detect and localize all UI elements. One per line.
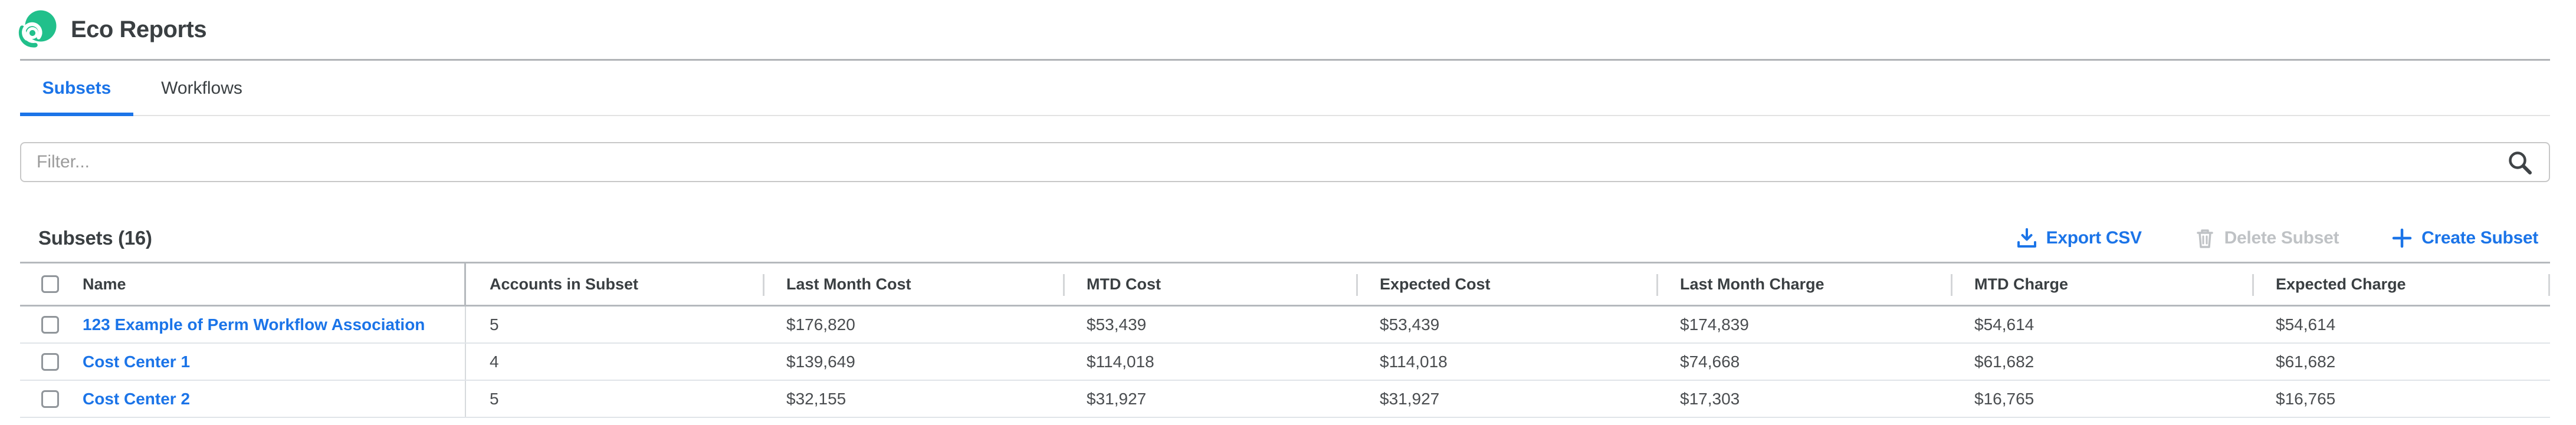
last-month-cost-cell: $139,649	[786, 352, 855, 371]
header-cell-name: Name	[20, 263, 466, 305]
create-subset-button[interactable]: Create Subset	[2391, 227, 2538, 249]
expected-cost-cell: $53,439	[1380, 315, 1440, 334]
tab-subsets-label: Subsets	[42, 78, 111, 98]
mtd-cost-cell: $53,439	[1087, 315, 1147, 334]
table-header-row: Name Accounts in Subset Last Month Cost …	[20, 263, 2550, 307]
export-csv-button[interactable]: Export CSV	[2016, 227, 2142, 249]
toolbar-actions: Export CSV Delete Subset Create Subset	[2016, 227, 2538, 249]
row-checkbox[interactable]	[41, 352, 59, 371]
row-name-cell: Cost Center 1	[20, 344, 466, 380]
mtd-charge-cell: $16,765	[1974, 389, 2034, 408]
tabbar-divider	[20, 115, 2550, 116]
subset-name-link[interactable]: Cost Center 2	[83, 389, 191, 408]
mtd-cost-cell: $114,018	[1087, 352, 1154, 371]
last-month-cost-cell: $176,820	[786, 315, 855, 334]
expected-cost-cell: $114,018	[1380, 352, 1448, 371]
last-month-charge-cell: $17,303	[1680, 389, 1740, 408]
header-cell-last-month-charge: Last Month Charge	[1656, 263, 1951, 305]
page-title: Eco Reports	[71, 16, 207, 42]
subset-name-link[interactable]: Cost Center 1	[83, 352, 191, 371]
last-month-charge-cell: $74,668	[1680, 352, 1740, 371]
densify-logo-icon	[14, 9, 61, 50]
filter-input[interactable]	[20, 142, 2550, 182]
plus-icon	[2392, 228, 2412, 248]
tab-subsets[interactable]: Subsets	[20, 61, 133, 116]
expected-cost-cell: $31,927	[1380, 389, 1440, 408]
filter-bar	[20, 142, 2550, 182]
last-month-cost-cell: $32,155	[786, 389, 846, 408]
delete-subset-button[interactable]: Delete Subset	[2194, 227, 2339, 249]
header-cell-last-month-cost: Last Month Cost	[763, 263, 1063, 305]
table-row[interactable]: 123 Example of Perm Workflow Association…	[20, 307, 2550, 344]
header-divider	[20, 59, 2550, 61]
export-csv-label: Export CSV	[2046, 228, 2142, 248]
mtd-charge-cell: $61,682	[1974, 352, 2034, 371]
tab-workflows[interactable]: Workflows	[145, 61, 258, 116]
trash-icon	[2196, 229, 2213, 248]
mtd-charge-cell: $54,614	[1974, 315, 2034, 334]
accounts-cell: 4	[490, 352, 499, 371]
last-month-charge-cell: $174,839	[1680, 315, 1749, 334]
header-cell-expected-charge: Expected Charge	[2252, 263, 2550, 305]
row-name-cell: 123 Example of Perm Workflow Association	[20, 307, 466, 342]
subsets-count-heading: Subsets (16)	[38, 227, 152, 249]
table-row[interactable]: Cost Center 1 4 $139,649 $114,018 $114,0…	[20, 344, 2550, 381]
create-subset-label: Create Subset	[2421, 228, 2538, 248]
accounts-cell: 5	[490, 389, 499, 408]
tabbar: Subsets Workflows	[0, 61, 2576, 116]
table-row[interactable]: Cost Center 2 5 $32,155 $31,927 $31,927 …	[20, 381, 2550, 418]
app-header: Eco Reports	[0, 0, 2576, 59]
column-header-label: Name	[83, 275, 126, 293]
tab-workflows-label: Workflows	[161, 78, 242, 98]
header-cell-mtd-charge: MTD Charge	[1951, 263, 2252, 305]
download-icon	[2017, 228, 2036, 248]
header-cell-expected-cost: Expected Cost	[1356, 263, 1656, 305]
delete-subset-label: Delete Subset	[2224, 228, 2339, 248]
row-checkbox[interactable]	[41, 390, 59, 408]
header-cell-accounts: Accounts in Subset	[490, 275, 639, 293]
expected-charge-cell: $16,765	[2276, 389, 2336, 408]
expected-charge-cell: $54,614	[2276, 315, 2336, 334]
subset-name-link[interactable]: 123 Example of Perm Workflow Association	[83, 315, 425, 334]
header-cell-mtd-cost: MTD Cost	[1063, 263, 1356, 305]
accounts-cell: 5	[490, 315, 499, 334]
row-checkbox[interactable]	[41, 315, 59, 334]
expected-charge-cell: $61,682	[2276, 352, 2336, 371]
active-tab-underline	[20, 113, 133, 116]
subsets-table: Name Accounts in Subset Last Month Cost …	[20, 262, 2550, 418]
row-name-cell: Cost Center 2	[20, 381, 466, 417]
mtd-cost-cell: $31,927	[1087, 389, 1147, 408]
select-all-checkbox[interactable]	[41, 275, 59, 293]
search-icon	[2509, 151, 2532, 174]
subsets-toolbar: Subsets (16) Export CSV Delete Subset	[0, 225, 2576, 252]
